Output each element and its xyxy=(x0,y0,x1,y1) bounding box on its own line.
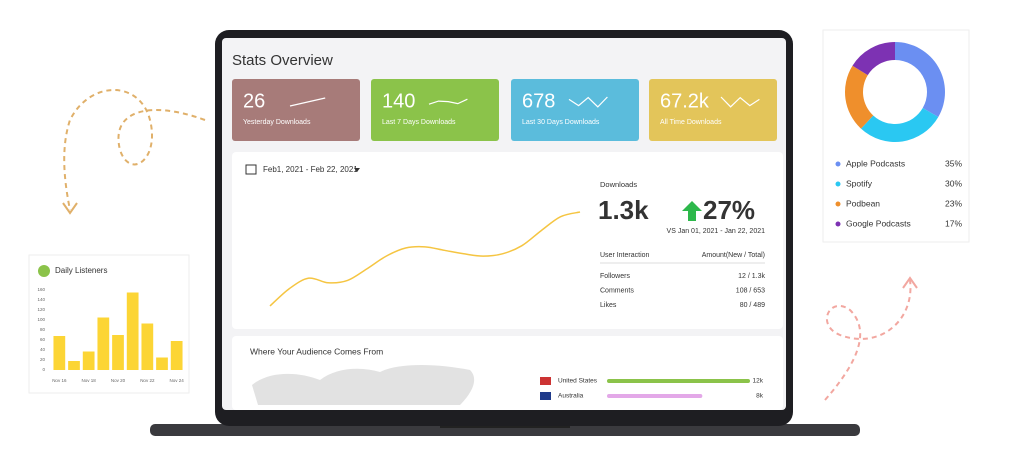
legend-dot xyxy=(835,181,841,187)
bar xyxy=(97,317,110,370)
x-tick-label: Nov 22 xyxy=(140,378,155,383)
bar xyxy=(82,351,95,370)
date-range[interactable]: Feb1, 2021 - Feb 22, 2021 xyxy=(263,165,358,174)
legend-value: 23% xyxy=(945,198,962,208)
row-label: Followers xyxy=(600,273,630,280)
laptop-base xyxy=(150,424,860,436)
stat-label: Last 30 Days Downloads xyxy=(522,119,600,126)
stat-value: 26 xyxy=(243,90,265,112)
y-tick-label: 120 xyxy=(37,307,45,312)
donut-slice xyxy=(860,108,939,143)
row-label: Likes xyxy=(600,302,617,309)
sparkline xyxy=(720,96,760,108)
bar xyxy=(112,335,124,370)
x-tick-label: Nov 18 xyxy=(82,378,97,383)
bar xyxy=(126,292,139,370)
y-tick-label: 100 xyxy=(37,317,45,322)
sparkline xyxy=(428,98,468,105)
y-tick-label: 140 xyxy=(37,297,45,302)
decor-arrow-head xyxy=(62,202,78,215)
legend-value: 17% xyxy=(945,218,962,228)
stat-card[interactable] xyxy=(511,79,639,141)
stat-label: Yesterday Downloads xyxy=(243,119,311,126)
bar xyxy=(141,323,154,370)
decor-arrow xyxy=(824,279,912,401)
country-bar xyxy=(607,394,703,398)
y-tick-label: 20 xyxy=(40,357,46,362)
legend-dot xyxy=(835,161,841,167)
country-name: United States xyxy=(558,378,598,385)
up-arrow xyxy=(682,201,702,221)
downloads-chart xyxy=(269,211,581,307)
y-tick-label: 80 xyxy=(40,327,46,332)
summary-table: Followers 12 / 1.3k Comments 108 / 653 Likes… xyxy=(600,273,765,309)
y-tick-label: 60 xyxy=(40,337,46,342)
row-value: 108 / 653 xyxy=(736,287,765,294)
x-tick-label: Nov 16 xyxy=(52,378,67,383)
stat-card[interactable] xyxy=(232,79,360,141)
bar xyxy=(53,336,66,370)
country-name: Australia xyxy=(558,393,584,400)
row-value: 80 / 489 xyxy=(740,302,765,309)
stat-label: All Time Downloads xyxy=(660,119,722,126)
legend-label: Google Podcasts xyxy=(846,218,911,228)
summary-change: 27% xyxy=(703,195,755,225)
flag xyxy=(540,392,551,400)
legend-value: 35% xyxy=(945,158,962,168)
legend-label: Apple Podcasts xyxy=(846,158,905,168)
listeners-chart: 0 20 40 60 80 100 120 140 160 Nov 16 Nov 18 Nov 20 N… xyxy=(37,287,184,383)
table-header: Amount(New / Total) xyxy=(702,252,765,259)
listeners-title: Daily Listeners xyxy=(55,266,107,275)
page-title: Stats Overview xyxy=(232,52,333,69)
stat-value: 140 xyxy=(382,90,415,112)
legend-label: Spotify xyxy=(846,178,873,188)
legend-label: Podbean xyxy=(846,198,880,208)
country-bar xyxy=(607,379,750,383)
platforms-chart: Apple Podcasts 35% Spotify 30% Podbean 23% Goo… xyxy=(835,42,962,228)
legend-value: 30% xyxy=(945,178,962,188)
listeners-icon xyxy=(38,265,50,277)
donut-slice xyxy=(852,42,895,76)
decor-arrow-head xyxy=(902,276,918,289)
stat-card[interactable] xyxy=(371,79,499,141)
country-list: United States 12k Australia 8k xyxy=(540,377,764,400)
stat-value: 67.2k xyxy=(660,90,710,112)
world-map xyxy=(252,365,475,405)
decor-arrow xyxy=(63,89,206,211)
summary-comparison: VS Jan 01, 2021 - Jan 22, 2021 xyxy=(667,228,766,235)
bar xyxy=(156,357,168,370)
legend-dot xyxy=(835,201,841,207)
downloads-panel xyxy=(232,152,783,329)
x-tick-label: Nov 24 xyxy=(170,378,185,383)
summary-label: Downloads xyxy=(600,180,637,189)
row-label: Comments xyxy=(600,287,634,294)
stat-card[interactable] xyxy=(649,79,777,141)
legend-dot xyxy=(835,221,841,227)
row-value: 12 / 1.3k xyxy=(738,273,765,280)
country-value: 8k xyxy=(756,393,764,400)
table-header: User Interaction xyxy=(600,252,650,259)
audience-title: Where Your Audience Comes From xyxy=(250,346,383,356)
bar xyxy=(68,361,80,370)
sparkline xyxy=(289,97,326,107)
dropdown-caret[interactable] xyxy=(354,168,360,172)
line-series xyxy=(269,211,581,307)
donut-slice xyxy=(895,42,945,117)
flag xyxy=(540,377,551,385)
stat-label: Last 7 Days Downloads xyxy=(382,119,456,126)
donut-slice xyxy=(845,65,874,129)
country-value: 12k xyxy=(753,378,764,385)
y-tick-label: 0 xyxy=(42,367,45,372)
y-tick-label: 160 xyxy=(37,287,45,292)
y-tick-label: 40 xyxy=(40,347,46,352)
stat-cards: 26 Yesterday Downloads 140 Last 7 Days Down… xyxy=(232,79,777,141)
bar xyxy=(170,341,183,370)
calendar-icon xyxy=(245,164,257,175)
stat-value: 678 xyxy=(522,90,555,112)
x-tick-label: Nov 20 xyxy=(111,378,126,383)
sparkline xyxy=(568,96,608,108)
summary-total: 1.3k xyxy=(598,195,649,225)
